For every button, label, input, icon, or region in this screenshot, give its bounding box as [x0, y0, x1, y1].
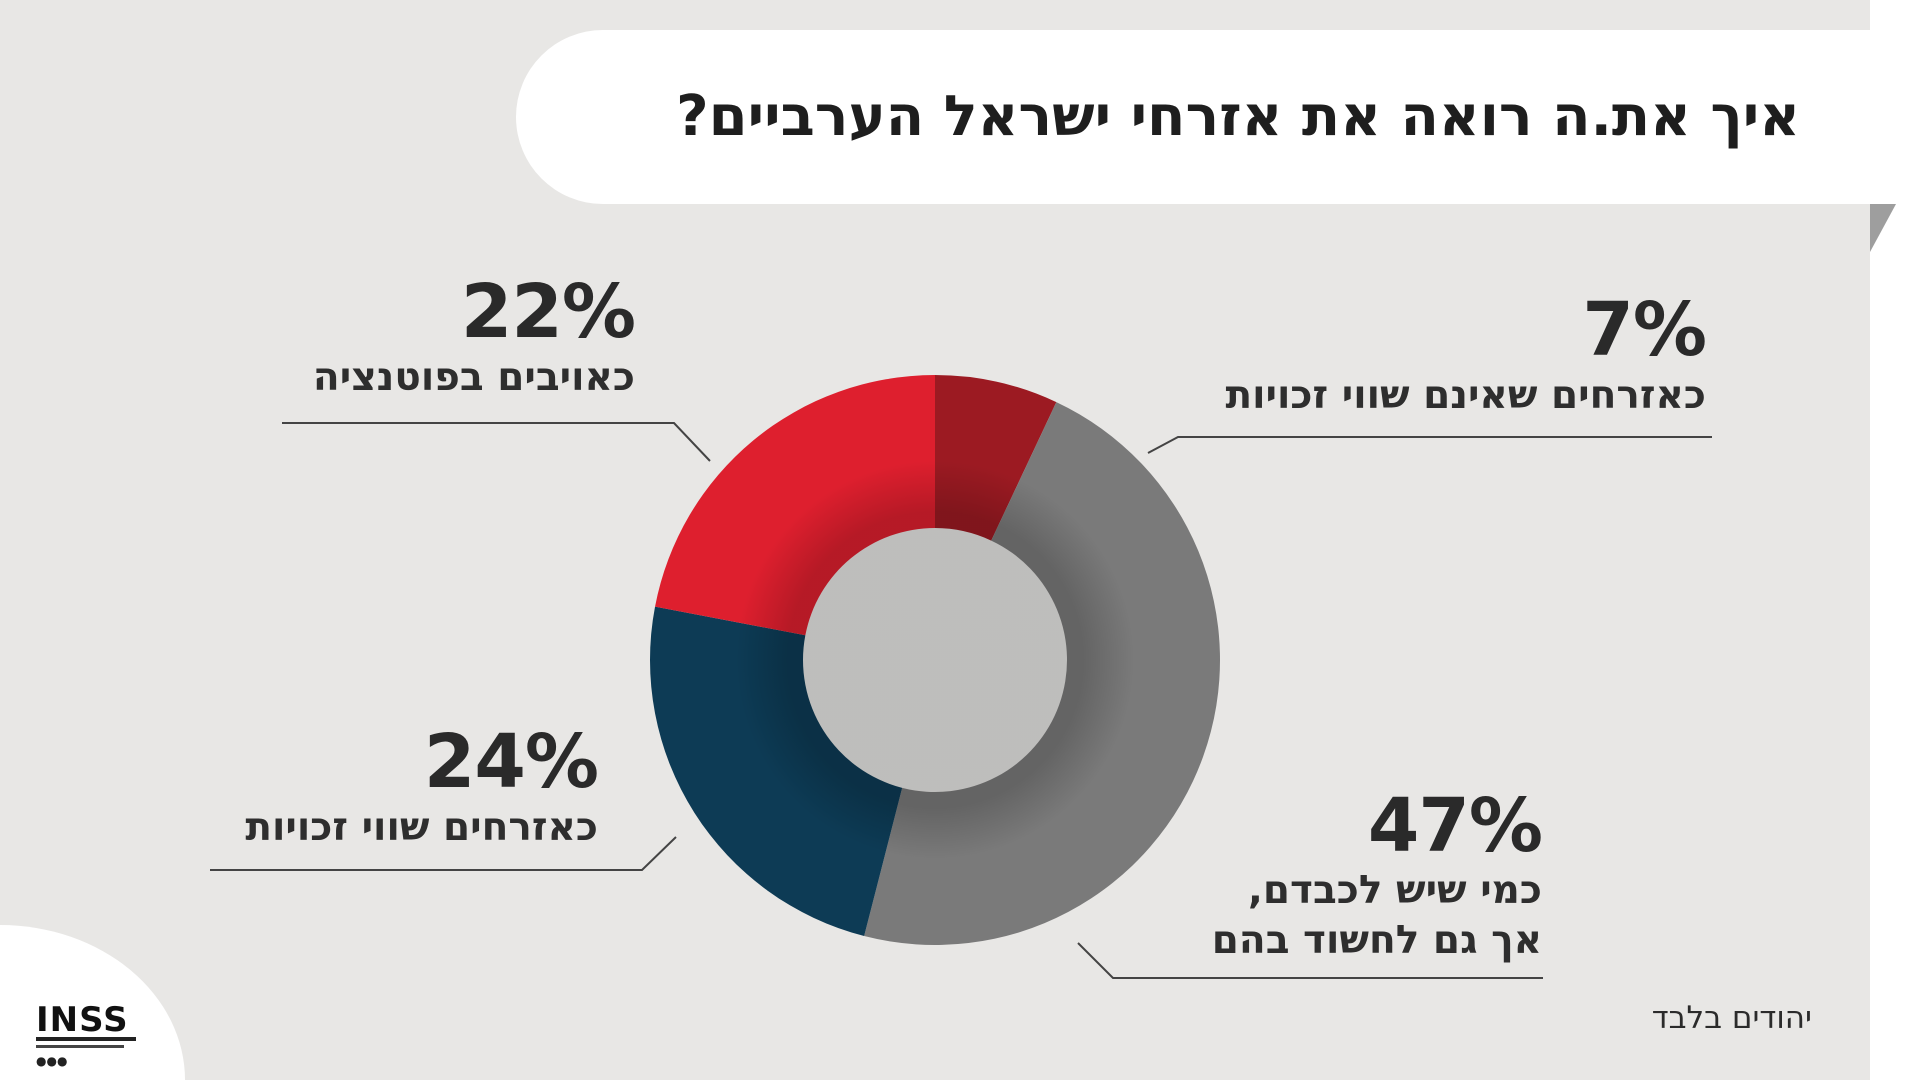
label-respect-and-suspect: 47% כמי שיש לכבדם, אך גם לחשוד בהם [1211, 783, 1543, 966]
label-potential-enemies: 22% כאויבים בפוטנציה [312, 269, 636, 404]
donut-shading [650, 375, 1220, 945]
title-banner: איך את.ה רואה את אזרחי ישראל הערביים? [516, 30, 1896, 204]
desc-unequal-citizens: כאזרחים שאינם שווי זכויות [1225, 373, 1706, 418]
footnote: יהודים בלבד [1651, 1000, 1812, 1036]
logo-caption-bar [36, 1037, 136, 1041]
desc-respect-line-2: אך גם לחשוד בהם [1211, 918, 1542, 963]
banner-fold [1870, 204, 1896, 252]
donut-chart [650, 375, 1220, 945]
label-equal-citizens: 24% כאזרחים שווי זכויות [245, 719, 599, 854]
pct-47: 47% [1367, 783, 1543, 869]
desc-respect-line-1: כמי שיש לכבדם, [1248, 868, 1542, 913]
pct-7: 7% [1582, 287, 1707, 373]
logo-caption-bar-2 [36, 1045, 124, 1048]
logo-dots-icon: ●●● [36, 1054, 68, 1068]
label-unequal-citizens: 7% כאזרחים שאינם שווי זכויות [1225, 287, 1707, 422]
chart-title: איך את.ה רואה את אזרחי ישראל הערביים? [676, 84, 1800, 149]
desc-potential-enemies: כאויבים בפוטנציה [312, 355, 635, 400]
pct-22: 22% [460, 269, 636, 355]
inss-logo: INSS [36, 1000, 129, 1040]
pct-24: 24% [423, 719, 599, 805]
desc-equal-citizens: כאזרחים שווי זכויות [245, 805, 598, 850]
